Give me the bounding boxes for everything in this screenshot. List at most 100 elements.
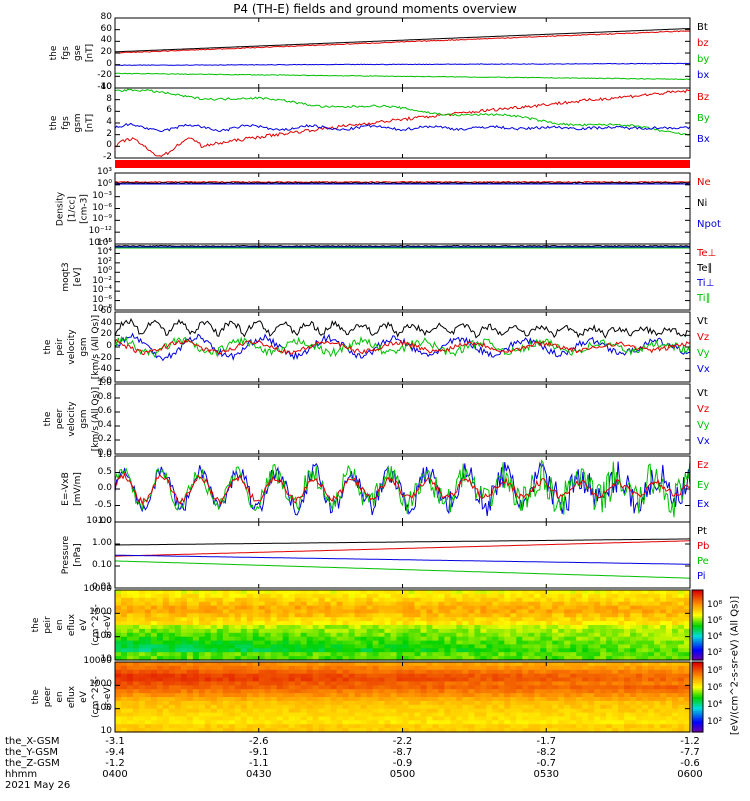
ylabel-line: eflux <box>67 613 77 637</box>
ylabel-line: sr-eV) <box>103 683 113 711</box>
xaxis-value: 0400 <box>102 769 128 780</box>
xaxis-value: -0.7 <box>536 758 556 769</box>
ylabel-pressure: Pressure [nPa] <box>60 522 84 588</box>
legend-temp-Ti⊥: Ti⊥ <box>697 277 715 289</box>
ytick-label: -40 <box>97 82 112 92</box>
ytick-label: -20 <box>97 352 112 363</box>
ylabel-line: [1/cc] <box>67 195 77 222</box>
ylabel-peer_eflux: the peer en eflux eV (cm^2-s-sr-eV) <box>30 662 114 732</box>
ytick-label: 10⁻³ <box>92 190 112 201</box>
Ni-series <box>114 181 691 185</box>
legend-temp-Ti∥: Ti∥ <box>697 292 711 304</box>
legend-pressure-Pt: Pt <box>697 526 707 537</box>
xaxis-value: -9.4 <box>105 747 125 758</box>
bz-series <box>114 30 690 54</box>
legend-fgs_gse-Bt: Bt <box>697 22 708 33</box>
ylabel-line: eV <box>79 691 89 703</box>
legend-peer_vel-Vy: Vy <box>697 419 710 431</box>
quality-flag-bar <box>115 160 690 168</box>
ytick-label: 40 <box>100 317 112 328</box>
legend-fgs_gsm-Bz: Bz <box>697 92 710 103</box>
Pb-series <box>114 540 690 557</box>
ytick-label: 0.0 <box>97 483 112 493</box>
ytick-label: 8 <box>106 93 112 104</box>
ylabel-line: E=-VxB <box>61 472 71 506</box>
legend-density-Ni: Ni <box>697 198 708 210</box>
ylabel-line: peir <box>43 616 53 634</box>
colorbar-tick: 10² <box>707 717 723 727</box>
ylabel-line: Density <box>55 191 65 226</box>
ytick-label: 10⁻² <box>92 275 112 286</box>
xaxis-value: 0530 <box>533 769 559 780</box>
date-label: 2021 May 26 <box>5 780 71 791</box>
ylabel-line: the <box>43 411 53 427</box>
ylabel-fgs_gse: the fgs gse [nT] <box>48 18 96 88</box>
ytick-label: 1.00 <box>91 538 112 548</box>
ylabel-efield: E=-VxB [mV/m] <box>60 456 84 522</box>
xaxis-value: 0600 <box>677 769 703 780</box>
panel-frame-pressure <box>114 521 691 589</box>
ylabel-line: peer <box>43 686 53 708</box>
ytick-label: 0.8 <box>97 392 112 402</box>
ytick-label: 10⁰ <box>96 266 112 277</box>
ylabel-line: (cm^2-s- <box>91 604 101 646</box>
colorbar-tick: 10⁴ <box>707 632 723 642</box>
by-series <box>114 72 691 81</box>
xaxis-value: -2.2 <box>392 736 413 747</box>
ylabel-line: [eV] <box>73 267 83 287</box>
ylabel-line: en <box>55 619 65 631</box>
By-series <box>114 88 691 136</box>
ylabel-line: [km/s (All Qs)] <box>91 314 101 380</box>
ylabel-line: en <box>55 691 65 703</box>
xaxis-value: 0500 <box>389 769 416 780</box>
ytick-label: 0.0 <box>97 448 112 458</box>
ytick-label: 10² <box>96 256 112 267</box>
ytick-label: 2 <box>106 128 112 139</box>
ylabel-line: gsm <box>79 337 89 357</box>
Ne-series <box>114 180 691 184</box>
ytick-label: -60 <box>97 376 112 386</box>
ylabel-line: fgs <box>61 116 71 130</box>
Vz-series <box>114 338 691 356</box>
Ey-series <box>114 459 691 518</box>
colorbar-tick: 10² <box>707 648 723 658</box>
legend-pressure-Pe: Pe <box>697 555 709 567</box>
ytick-label: -1.0 <box>94 516 112 526</box>
ytick-label: 60 <box>100 306 112 316</box>
ytick-label: 10³ <box>96 167 112 177</box>
legend-density-Ne: Ne <box>697 177 711 188</box>
ylabel-density: Density [1/cc] [cm-3] <box>54 173 90 244</box>
ytick-label: 10⁻¹² <box>88 226 112 237</box>
legend-fgs_gsm-By: By <box>697 112 710 124</box>
colorbar-tick: 10⁶ <box>707 616 723 626</box>
Vt-series <box>114 317 691 339</box>
Bt-series <box>115 28 691 53</box>
ytick-label: 10⁶ <box>96 238 112 248</box>
ylabel-line: (cm^2-s- <box>91 676 101 718</box>
ylabel-line: [mV/m] <box>73 472 83 506</box>
ytick-label: 1.0 <box>97 378 112 388</box>
ytick-label: 10⁴ <box>96 247 112 258</box>
ytick-label: 1000 <box>89 607 112 618</box>
ylabel-line: eflux <box>67 685 77 709</box>
Pt-series <box>115 538 690 546</box>
ytick-label: 10⁻⁹ <box>92 214 112 225</box>
ytick-label: 4 <box>106 117 112 127</box>
legend-peir_vel-Vz: Vz <box>697 331 710 343</box>
Pe-series <box>114 560 691 579</box>
ylabel-temp: moqt3 [eV] <box>60 244 84 310</box>
ylabel-line: [km/s (All Qs)] <box>91 386 101 452</box>
legend-density-Npot: Npot <box>697 219 721 231</box>
ylabel-line: sr-eV) <box>103 611 113 639</box>
legend-pressure-Pb: Pb <box>697 540 710 552</box>
xaxis-row-label: the_X-GSM <box>5 736 60 747</box>
ytick-label: 0 <box>106 341 112 351</box>
ylabel-line: gsm <box>79 409 89 429</box>
xaxis-value: 0430 <box>246 769 272 780</box>
xaxis-value: -7.7 <box>680 747 700 758</box>
ylabel-line: gse <box>73 45 83 61</box>
ylabel-line: eV <box>79 619 89 631</box>
legend-peir_vel-Vx: Vx <box>697 363 710 375</box>
bx-series <box>114 62 690 66</box>
